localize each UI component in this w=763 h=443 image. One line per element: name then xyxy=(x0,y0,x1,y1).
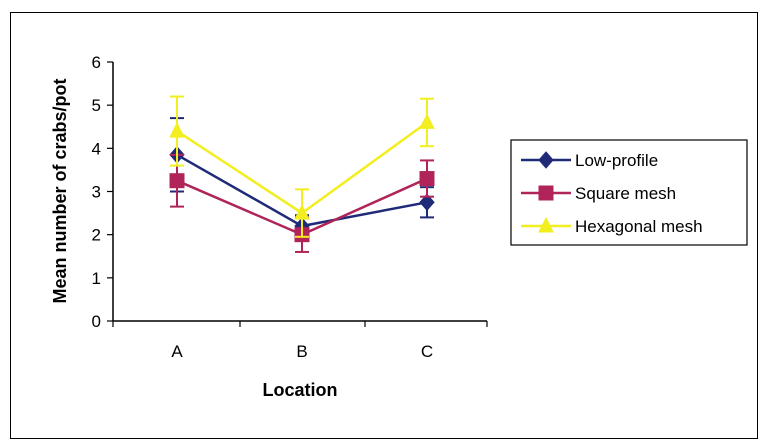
legend-label: Square mesh xyxy=(575,184,676,203)
x-tick-label: A xyxy=(171,342,183,361)
data-point-diamond xyxy=(538,151,554,169)
legend-label: Low-profile xyxy=(575,151,658,170)
legend-label: Hexagonal mesh xyxy=(575,217,703,236)
data-point-triangle xyxy=(169,121,185,138)
x-tick-label: B xyxy=(296,342,307,361)
data-point-triangle xyxy=(294,203,310,220)
legend-item: Hexagonal mesh xyxy=(521,216,703,236)
data-point-triangle xyxy=(419,113,435,129)
y-ticks: 0 1 2 3 4 5 6 xyxy=(92,53,113,331)
data-point-square xyxy=(419,171,435,187)
y-tick-label: 2 xyxy=(92,226,101,245)
legend: Low-profile Square mesh Hexagonal mesh xyxy=(510,139,748,246)
plot-area xyxy=(113,62,487,321)
y-tick-label: 4 xyxy=(92,139,101,158)
legend-item: Low-profile xyxy=(521,151,658,170)
y-tick-label: 1 xyxy=(92,269,101,288)
x-axis-title: Location xyxy=(263,380,338,400)
series-hexagonal-mesh xyxy=(169,95,435,238)
y-tick-label: 0 xyxy=(92,312,101,331)
y-axis-title: Mean number of crabs/pot xyxy=(50,78,70,303)
y-tick-label: 6 xyxy=(92,53,101,72)
y-tick-label: 5 xyxy=(92,96,101,115)
x-ticks: A B C xyxy=(112,321,488,361)
series-group xyxy=(169,95,435,253)
x-tick-label: C xyxy=(421,342,433,361)
legend-item: Square mesh xyxy=(521,184,676,203)
data-point-diamond xyxy=(419,193,435,212)
y-tick-label: 3 xyxy=(92,183,101,202)
data-point-square xyxy=(538,185,554,201)
data-point-triangle xyxy=(538,216,554,233)
data-point-square xyxy=(169,173,185,189)
